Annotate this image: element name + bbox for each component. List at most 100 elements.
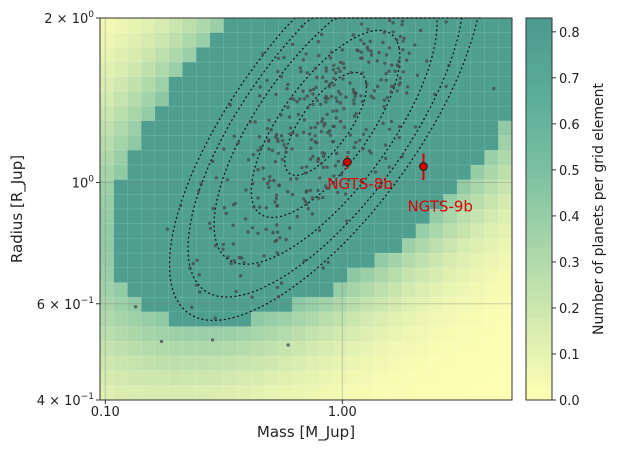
planet-point — [360, 71, 364, 75]
planet-point — [165, 227, 170, 231]
heatmap-cell — [127, 355, 142, 372]
colorbar-tick-label: 0.0 — [559, 394, 580, 409]
heatmap-cell — [374, 194, 390, 210]
planet-point — [384, 78, 388, 83]
planet-point — [231, 223, 235, 227]
heatmap-cell — [154, 238, 170, 254]
heatmap-cell — [278, 17, 293, 34]
heatmap-cell — [223, 238, 238, 254]
colorbar-segment — [526, 145, 552, 153]
heatmap-cell — [195, 341, 211, 357]
planet-point — [333, 164, 338, 168]
heatmap-cell — [250, 282, 266, 298]
heatmap-cell — [429, 76, 444, 93]
heatmap-cell — [443, 47, 458, 63]
heatmap-cell — [484, 296, 499, 313]
colorbar-segment — [526, 279, 552, 286]
heatmap-cell — [388, 326, 403, 342]
heatmap-cell — [264, 311, 280, 328]
colorbar-segment — [526, 266, 552, 274]
heatmap-cell — [292, 32, 307, 48]
heatmap-cell — [415, 341, 431, 357]
planet-point — [338, 101, 342, 105]
heatmap-cell — [429, 326, 444, 342]
heatmap-cell — [429, 311, 444, 328]
planet-point — [332, 174, 336, 178]
heatmap-cell — [209, 150, 225, 166]
planet-point — [352, 98, 356, 102]
heatmap-cell — [415, 326, 431, 342]
heatmap-cell — [319, 238, 335, 254]
heatmap-cell — [278, 311, 293, 328]
heatmap-cell — [319, 208, 335, 225]
heatmap-cell — [498, 223, 513, 239]
planet-point — [393, 69, 397, 74]
planet-point — [444, 84, 448, 89]
heatmap-cell — [443, 326, 458, 342]
heatmap-cell — [388, 341, 403, 357]
heatmap-cell — [140, 208, 156, 225]
heatmap-cell — [195, 238, 211, 254]
heatmap-cell — [292, 61, 307, 78]
planet-point — [269, 128, 273, 132]
heatmap-cell — [250, 267, 266, 284]
planet-point — [322, 154, 326, 159]
heatmap-cell — [140, 105, 156, 122]
colorbar-segment — [526, 126, 552, 134]
heatmap-cell — [140, 91, 156, 107]
heatmap-cell — [127, 61, 142, 78]
planet-point — [325, 112, 329, 117]
planet-point — [353, 94, 357, 99]
colorbar-segment — [526, 323, 552, 331]
heatmap-cell — [470, 238, 486, 254]
heatmap-cell — [182, 105, 197, 122]
planet-point — [381, 40, 385, 45]
heatmap-cell — [360, 194, 376, 210]
planet-point — [366, 48, 370, 52]
heatmap-cell — [305, 296, 321, 313]
planet-point — [290, 96, 294, 101]
heatmap-cell — [127, 223, 142, 239]
planet-point — [273, 200, 277, 204]
heatmap-cell — [182, 150, 197, 166]
heatmap-cell — [140, 341, 156, 357]
heatmap-cell — [223, 355, 238, 372]
heatmap-cell — [388, 267, 403, 284]
heatmap-cell — [401, 282, 417, 298]
planet-point — [316, 188, 320, 193]
planet-point — [401, 70, 405, 74]
heatmap-cell — [140, 326, 156, 342]
highlight-point — [419, 162, 428, 171]
planet-point — [327, 85, 331, 89]
heatmap-cell — [429, 164, 444, 181]
heatmap-cell — [443, 385, 458, 401]
heatmap-cell — [401, 17, 417, 34]
planet-point — [407, 51, 411, 55]
heatmap-cell — [182, 120, 197, 137]
heatmap-cell — [347, 223, 362, 239]
colorbar-segment — [526, 240, 552, 248]
planet-point — [302, 130, 306, 134]
heatmap-cell — [182, 370, 197, 386]
planet-point — [213, 316, 217, 320]
planet-point — [324, 100, 328, 104]
highlight-point — [342, 157, 352, 167]
planet-point — [336, 66, 340, 71]
planet-point — [336, 190, 340, 195]
planet-point — [302, 118, 307, 122]
planet-point — [326, 260, 330, 265]
planet-point — [270, 148, 275, 153]
x-tick-label: 0.10 — [91, 405, 120, 420]
planet-point — [243, 217, 248, 221]
planet-point — [336, 89, 341, 94]
heatmap-cell — [305, 341, 321, 357]
planet-point — [492, 86, 496, 91]
heatmap-cell — [237, 238, 252, 254]
planet-point — [222, 147, 226, 151]
heatmap-cell — [360, 296, 376, 313]
heatmap-cell — [223, 326, 238, 342]
heatmap-cell — [209, 370, 225, 386]
planet-point — [310, 212, 315, 216]
heatmap-cell — [347, 311, 362, 328]
y-tick-label: 100 — [72, 175, 95, 192]
